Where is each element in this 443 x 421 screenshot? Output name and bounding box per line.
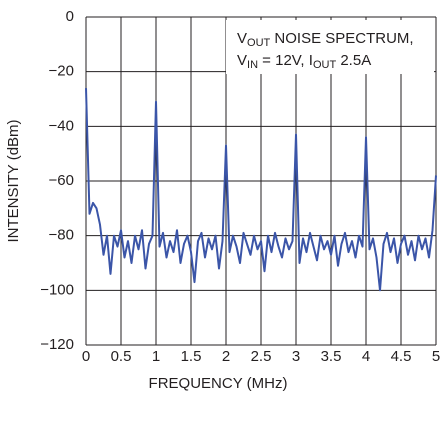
x-tick-label: 4 <box>362 348 370 365</box>
x-tick-label: 3.5 <box>321 348 342 365</box>
y-axis-label: INTENSITY (dBm) <box>5 119 22 242</box>
x-tick-label: 1.5 <box>181 348 202 365</box>
x-tick-label: 2.5 <box>251 348 272 365</box>
y-tick-label: −80 <box>49 227 74 244</box>
x-tick-label: 2 <box>222 348 230 365</box>
annotation-subscript: OUT <box>247 37 271 49</box>
annotation: VOUT NOISE SPECTRUM, <box>237 30 414 49</box>
annotation-box <box>226 20 434 74</box>
y-tick-label: −120 <box>40 336 74 353</box>
annotation-subscript: OUT <box>313 59 337 71</box>
annotation-text: V <box>237 52 247 69</box>
annotation-text: = 12V, I <box>258 52 313 69</box>
x-tick-label: 0.5 <box>111 348 132 365</box>
y-tick-label: −20 <box>49 63 74 80</box>
y-tick-label: 0 <box>66 8 74 25</box>
x-tick-label: 1 <box>152 348 160 365</box>
y-tick-label: −60 <box>49 172 74 189</box>
x-tick-label: 0 <box>82 348 90 365</box>
y-tick-label: −100 <box>40 281 74 298</box>
x-tick-label: 5 <box>432 348 440 365</box>
y-tick-label: −40 <box>49 117 74 134</box>
spectrum-line <box>85 88 437 292</box>
annotation-text: V <box>237 30 247 47</box>
annotation: VIN = 12V, IOUT 2.5A <box>237 52 371 71</box>
x-tick-label: 4.5 <box>391 348 412 365</box>
annotation-subscript: IN <box>247 59 258 71</box>
annotation-text: 2.5A <box>336 52 371 69</box>
x-tick-label: 3 <box>292 348 300 365</box>
annotation-text: NOISE SPECTRUM, <box>270 30 413 47</box>
x-axis-label: FREQUENCY (MHz) <box>149 375 288 392</box>
